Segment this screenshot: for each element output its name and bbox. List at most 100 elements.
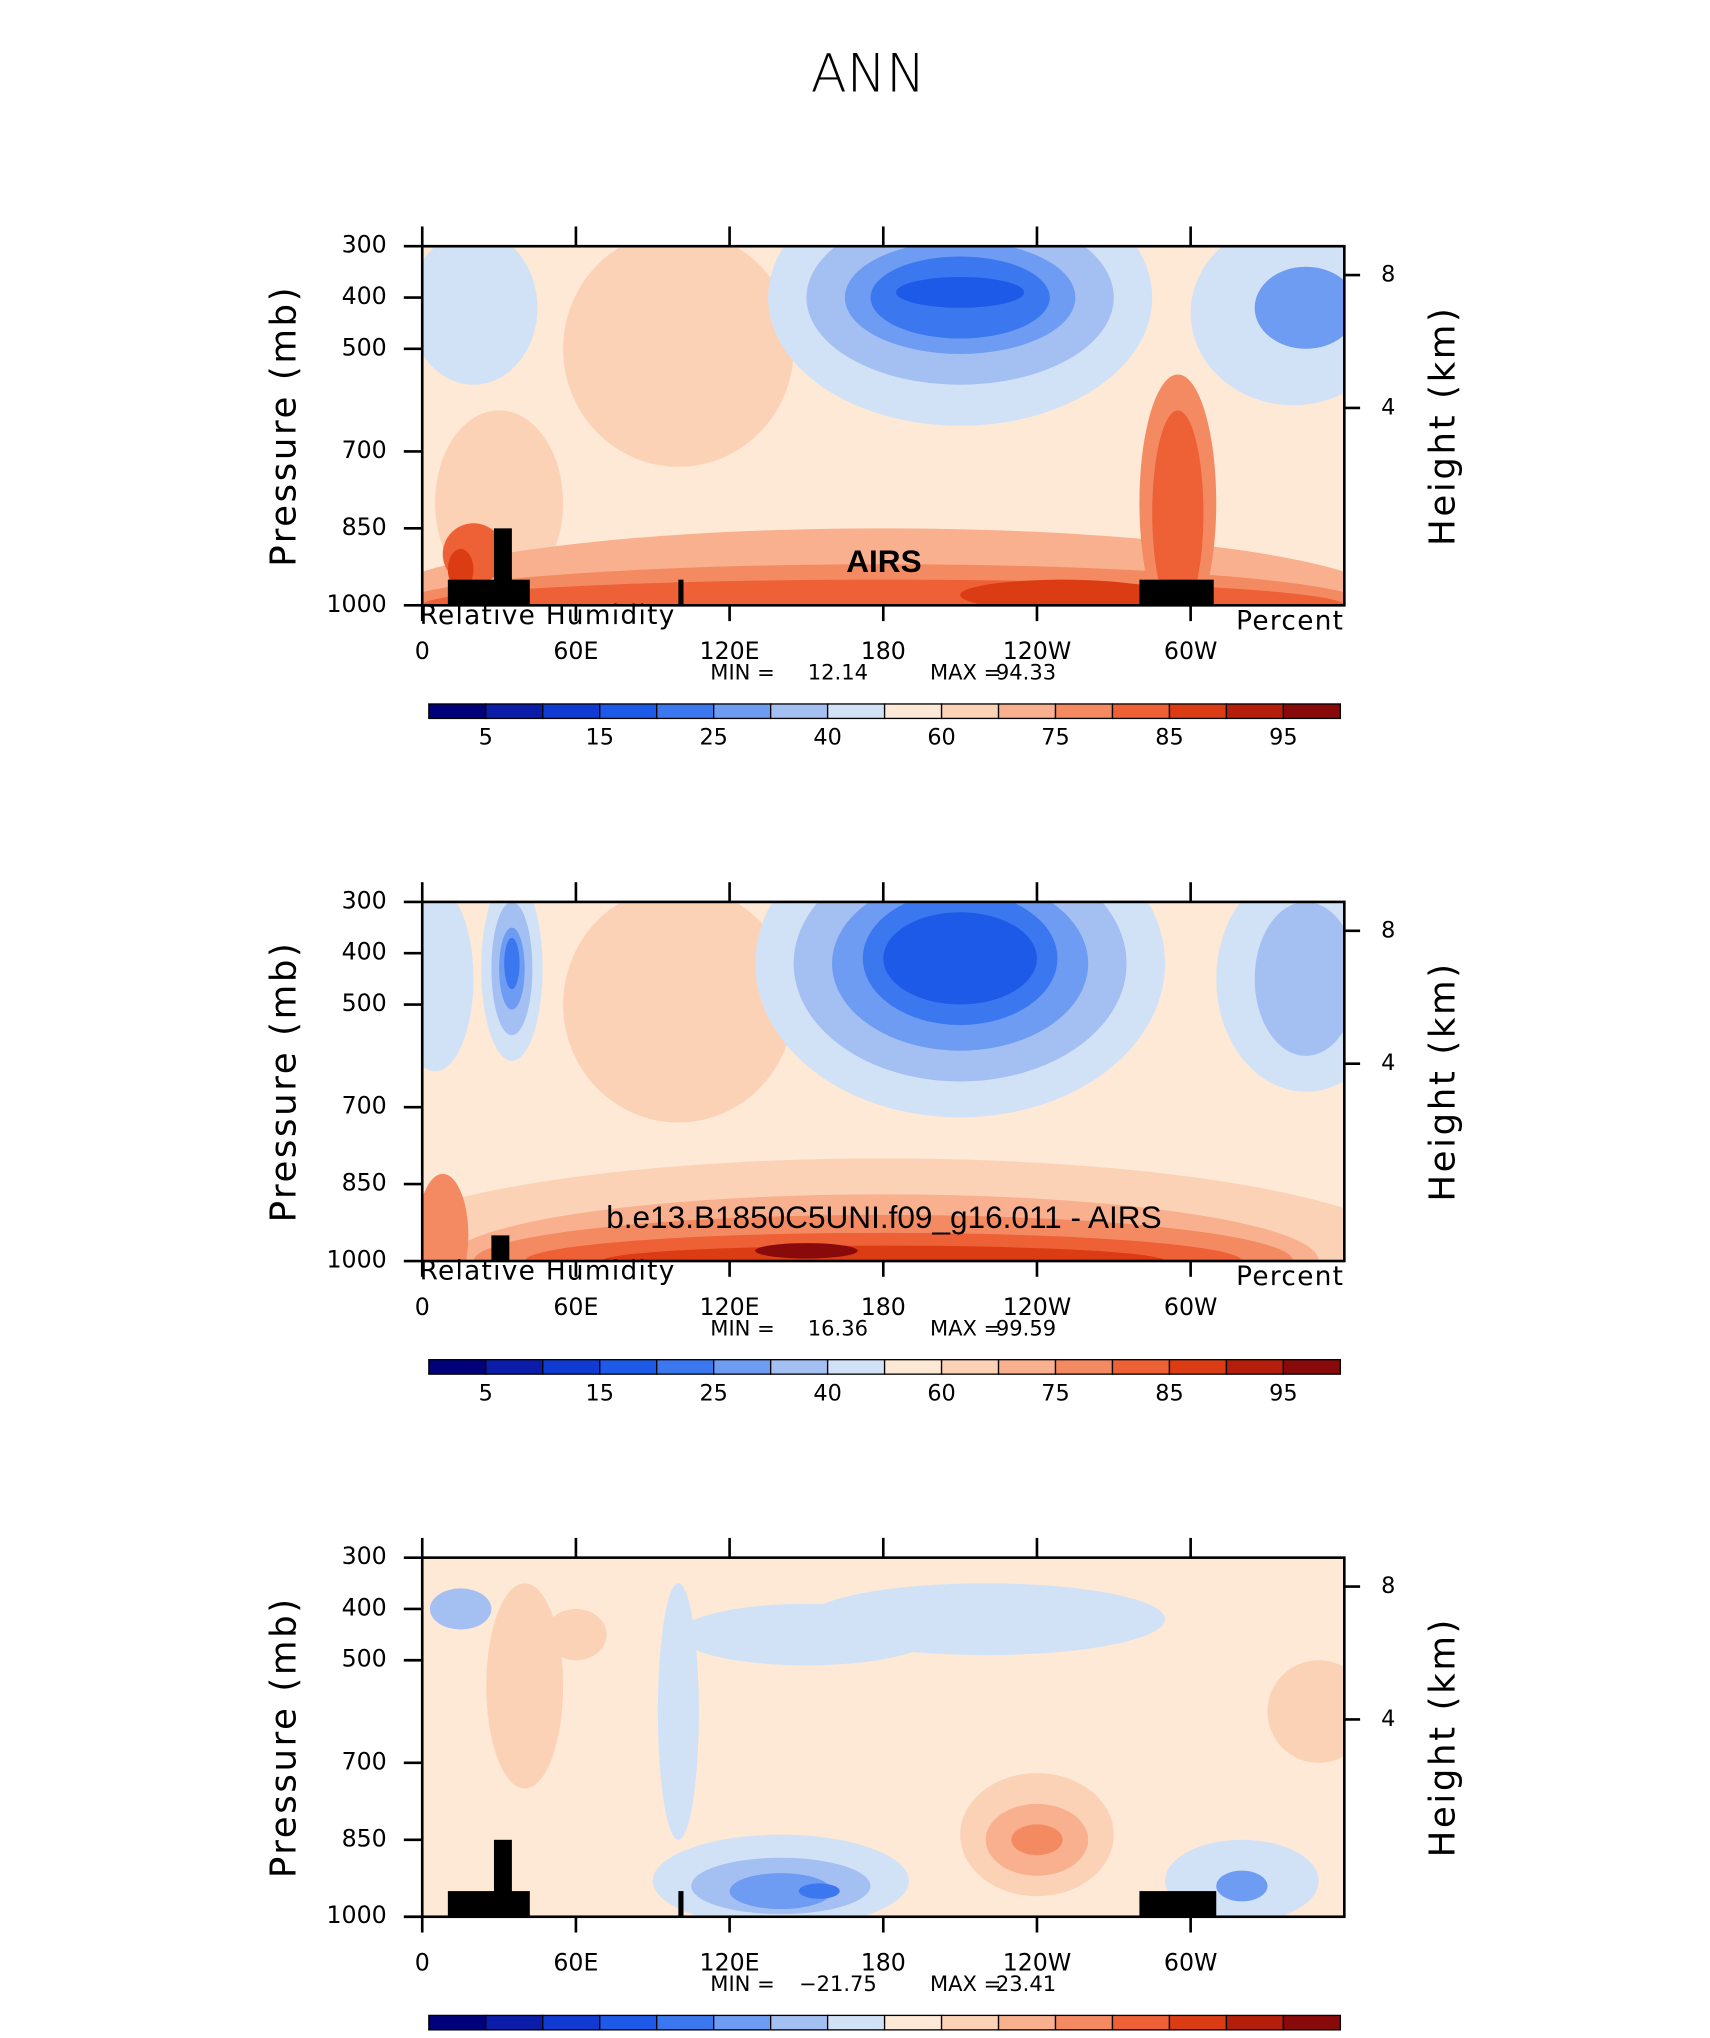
colorbar-box <box>485 2014 544 2031</box>
colorbar-box <box>599 2014 658 2031</box>
contour-fill <box>1254 266 1345 349</box>
colorbar-box <box>656 703 715 720</box>
stat-value: −21.75 <box>799 1971 877 1996</box>
contour-fill <box>960 579 1165 606</box>
colorbar-box <box>713 2014 772 2031</box>
colorbar-box <box>826 2014 886 2031</box>
colorbar-box <box>1282 703 1342 720</box>
colorbar-label: −40 <box>519 2036 566 2038</box>
stat-value: 94.33 <box>996 660 1056 685</box>
y-tick-label: 700 <box>342 1092 387 1120</box>
contour-field <box>422 1557 1345 1917</box>
colorbar-box <box>1111 2014 1171 2031</box>
stat-label: MIN = <box>710 1315 774 1340</box>
colorbar-box <box>485 1359 544 1375</box>
contour-field <box>422 246 1345 606</box>
colorbar-box <box>599 703 658 720</box>
contour-fill <box>806 1583 1166 1656</box>
stat-label: MAX = <box>930 1315 1001 1340</box>
contour-fill <box>429 1588 492 1630</box>
y2-tick-label: 4 <box>1381 1050 1395 1076</box>
colorbar-box <box>542 2014 601 2031</box>
x-tick-label: 60E <box>553 1949 598 1977</box>
colorbar-box <box>485 703 544 720</box>
figure-title: ANN <box>811 43 926 104</box>
colorbar-label: 15 <box>586 725 614 751</box>
stat-value: 99.59 <box>996 1315 1056 1340</box>
colorbar-label: −10 <box>747 2036 794 2038</box>
y-tick-label: 300 <box>342 886 387 914</box>
colorbar-box <box>1054 703 1114 720</box>
topography <box>1139 579 1214 606</box>
colorbar-label: 95 <box>1269 1380 1297 1406</box>
colorbar-box <box>428 1359 487 1375</box>
colorbar-box <box>997 1359 1057 1375</box>
colorbar-box <box>997 2014 1057 2031</box>
contour-fill <box>1216 1870 1268 1902</box>
colorbar-box <box>656 2014 715 2031</box>
x-tick-label: 60W <box>1164 1949 1218 1977</box>
colorbar-label: −5 <box>811 2036 844 2038</box>
colorbar-label: 75 <box>1041 725 1069 751</box>
colorbar-label: 20 <box>1098 2036 1126 2038</box>
contour-fill <box>798 1883 840 1899</box>
x-tick-label: 120W <box>1003 1949 1072 1977</box>
y-axis-label: Pressure (mb) <box>263 285 304 567</box>
contour-fill <box>601 1245 1165 1262</box>
y-tick-label: 1000 <box>327 1901 387 1929</box>
colorbar-label: −50 <box>462 2036 509 2038</box>
units-label: Percent <box>1236 606 1344 636</box>
y-tick-label: 500 <box>342 989 387 1017</box>
x-tick-label: 0 <box>415 1293 430 1321</box>
colorbar-label: 60 <box>927 725 955 751</box>
x-tick-label: 0 <box>415 1949 430 1977</box>
x-tick-label: 60E <box>553 637 598 665</box>
contour-fill <box>504 937 520 990</box>
colorbar-box <box>826 703 886 720</box>
contour-fill <box>1267 1660 1345 1763</box>
colorbar-box <box>599 1359 658 1375</box>
colorbar-label: 25 <box>699 1380 727 1406</box>
colorbar-box <box>713 703 772 720</box>
colorbar-label: −30 <box>576 2036 623 2038</box>
contour-fill <box>563 246 794 467</box>
colorbar-box <box>883 1359 943 1375</box>
contour-fill <box>563 901 794 1123</box>
contour-fill <box>755 1243 858 1259</box>
colorbar-box <box>656 1359 715 1375</box>
y2-tick-label: 8 <box>1381 917 1395 943</box>
variable-label: Relative Humidity <box>420 1257 676 1287</box>
y-tick-label: 400 <box>342 1593 387 1621</box>
x-tick-label: 120E <box>700 637 760 665</box>
colorbar-box <box>1225 1359 1285 1375</box>
colorbar-box <box>1225 2014 1285 2031</box>
y-tick-label: 300 <box>342 1542 387 1570</box>
variable-label: Relative Humidity <box>420 601 676 631</box>
y2-tick-label: 8 <box>1381 262 1395 288</box>
stat-value: 12.14 <box>808 660 868 685</box>
stat-label: MAX = <box>930 1971 1001 1996</box>
contour-fill <box>1152 410 1204 606</box>
contour-fill <box>896 276 1025 308</box>
colorbar-box <box>1168 1359 1228 1375</box>
colorbar-box <box>826 1359 886 1375</box>
panel-title: b.e13.B1850C5UNI.f09_g16.011 - AIRS <box>606 1199 1161 1235</box>
x-tick-label: 60W <box>1164 637 1218 665</box>
panel: b.e13.B1850C5UNI.f09_g16.011 (yrs 31-50)… <box>263 226 1463 751</box>
stat-label: MAX = <box>930 660 1001 685</box>
colorbar-label: 40 <box>813 1380 841 1406</box>
colorbar-box <box>428 2014 487 2031</box>
contour-field <box>422 901 1345 1262</box>
colorbar-label: 25 <box>699 725 727 751</box>
topography <box>447 579 500 606</box>
contour-fill <box>422 901 474 1072</box>
colorbar-box <box>1168 703 1228 720</box>
colorbar-box <box>997 703 1057 720</box>
colorbar-label: 15 <box>1041 2036 1069 2038</box>
colorbar-box <box>940 1359 1000 1375</box>
colorbar-box <box>1054 2014 1114 2031</box>
colorbar-label: 50 <box>1269 2036 1297 2038</box>
